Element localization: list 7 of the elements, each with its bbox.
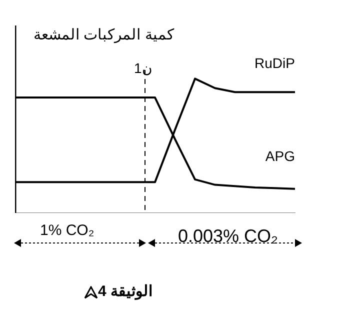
- text: ن1: [134, 60, 152, 76]
- text: 0.003% CO₂: [178, 226, 278, 247]
- text: 1% CO₂: [40, 222, 94, 239]
- text: الوثيقة 4: [98, 282, 153, 300]
- y-axis-title: كمية المركبات المشعة: [34, 26, 175, 44]
- series-label: APG: [265, 148, 295, 164]
- series-label: RuDiP: [254, 55, 295, 72]
